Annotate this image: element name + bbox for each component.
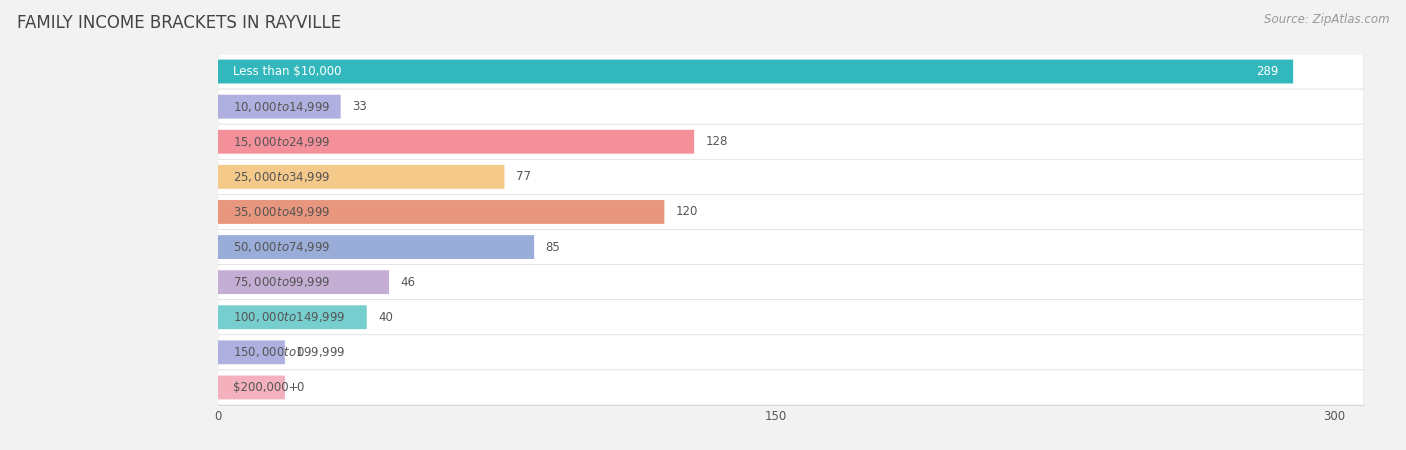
- FancyBboxPatch shape: [218, 159, 1364, 194]
- FancyBboxPatch shape: [218, 305, 367, 329]
- Text: Source: ZipAtlas.com: Source: ZipAtlas.com: [1264, 14, 1389, 27]
- FancyBboxPatch shape: [218, 340, 285, 364]
- FancyBboxPatch shape: [218, 270, 389, 294]
- Text: $200,000+: $200,000+: [233, 381, 298, 394]
- FancyBboxPatch shape: [218, 54, 1364, 89]
- FancyBboxPatch shape: [218, 94, 340, 119]
- Text: 289: 289: [1256, 65, 1278, 78]
- FancyBboxPatch shape: [218, 230, 1364, 265]
- Text: $10,000 to $14,999: $10,000 to $14,999: [233, 99, 330, 114]
- Text: FAMILY INCOME BRACKETS IN RAYVILLE: FAMILY INCOME BRACKETS IN RAYVILLE: [17, 14, 342, 32]
- FancyBboxPatch shape: [218, 375, 285, 400]
- Text: $50,000 to $74,999: $50,000 to $74,999: [233, 240, 330, 254]
- FancyBboxPatch shape: [218, 235, 534, 259]
- FancyBboxPatch shape: [218, 59, 1294, 84]
- FancyBboxPatch shape: [218, 124, 1364, 159]
- FancyBboxPatch shape: [218, 370, 1364, 405]
- Text: 77: 77: [516, 171, 530, 183]
- Text: 33: 33: [352, 100, 367, 113]
- FancyBboxPatch shape: [218, 200, 665, 224]
- Text: 120: 120: [675, 206, 697, 218]
- Text: Less than $10,000: Less than $10,000: [233, 65, 342, 78]
- FancyBboxPatch shape: [218, 130, 695, 154]
- Text: $15,000 to $24,999: $15,000 to $24,999: [233, 135, 330, 149]
- FancyBboxPatch shape: [218, 165, 505, 189]
- Text: $150,000 to $199,999: $150,000 to $199,999: [233, 345, 346, 360]
- Text: 40: 40: [378, 311, 392, 324]
- FancyBboxPatch shape: [218, 194, 1364, 230]
- Text: $75,000 to $99,999: $75,000 to $99,999: [233, 275, 330, 289]
- Text: 85: 85: [546, 241, 560, 253]
- Text: 0: 0: [297, 346, 304, 359]
- Text: $100,000 to $149,999: $100,000 to $149,999: [233, 310, 346, 324]
- FancyBboxPatch shape: [218, 335, 1364, 370]
- Text: 128: 128: [706, 135, 728, 148]
- Text: $25,000 to $34,999: $25,000 to $34,999: [233, 170, 330, 184]
- FancyBboxPatch shape: [218, 265, 1364, 300]
- Text: $35,000 to $49,999: $35,000 to $49,999: [233, 205, 330, 219]
- FancyBboxPatch shape: [218, 300, 1364, 335]
- FancyBboxPatch shape: [218, 89, 1364, 124]
- Text: 46: 46: [401, 276, 415, 288]
- Text: 0: 0: [297, 381, 304, 394]
